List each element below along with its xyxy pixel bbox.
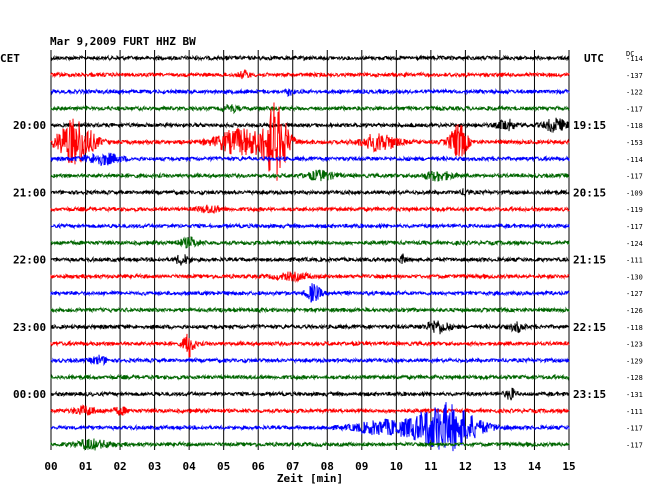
dc-offset-label: -122 (626, 89, 643, 97)
x-tick-label: 01 (79, 460, 93, 473)
dc-offset-label: -153 (626, 139, 643, 147)
dc-offset-label: -111 (626, 408, 643, 416)
dc-offset-label: -137 (626, 72, 643, 80)
left-time-label: 22:00 (13, 254, 46, 267)
trace-row (50, 152, 570, 166)
x-axis-label: Zeit [min] (277, 472, 343, 485)
right-time-label: 19:15 (573, 119, 606, 132)
dc-offset-label: -117 (626, 425, 643, 433)
left-time-label: 23:00 (13, 321, 46, 334)
dc-offset-label: -129 (626, 357, 643, 365)
dc-offset-label: -109 (626, 189, 643, 197)
trace-row (50, 320, 570, 335)
trace-row (50, 253, 570, 266)
right-time-label: 20:15 (573, 186, 606, 199)
left-time-labels: 20:00 21:00 22:00 23:00 00:00 (13, 119, 46, 401)
x-tick-label: 05 (217, 460, 230, 473)
dc-offset-label: -117 (626, 105, 643, 113)
dc-offset-label: -123 (626, 341, 643, 349)
trace-row (50, 306, 570, 314)
trace-row (50, 354, 570, 367)
dc-offset-label: -114 (626, 156, 643, 164)
right-time-label: 23:15 (573, 388, 606, 401)
x-tick-label: 09 (355, 460, 368, 473)
trace-row (50, 104, 570, 115)
x-tick-labels: 00 01 02 03 04 05 06 07 08 09 10 11 12 13 14 15 (44, 460, 575, 473)
x-tick-label: 14 (528, 460, 542, 473)
x-tick-label: 08 (321, 460, 334, 473)
trace-row (50, 188, 570, 197)
trace-row (50, 438, 570, 451)
trace-row (50, 404, 570, 416)
trace-row (50, 169, 570, 182)
dc-offset-label: -117 (626, 223, 643, 231)
trace-row (50, 283, 570, 303)
x-tick-label: 00 (44, 460, 57, 473)
trace-row (50, 271, 570, 284)
trace-row (50, 387, 570, 401)
x-tick-label: 10 (390, 460, 403, 473)
x-tick-label: 06 (252, 460, 266, 473)
trace-row (50, 204, 570, 214)
dc-offset-labels: -114 -137 -122 -117 -118 -153 -114 -117 -109 -119… (626, 55, 643, 449)
x-tick-label: 13 (493, 460, 506, 473)
trace-row (50, 236, 570, 249)
chart-title: Mar 9,2009 FURT HHZ BW (50, 35, 196, 48)
trace-row (50, 102, 570, 181)
x-tick-label: 15 (562, 460, 575, 473)
dc-offset-label: -124 (626, 240, 643, 248)
trace-row (50, 333, 570, 358)
right-time-label: 22:15 (573, 321, 606, 334)
trace-row (50, 373, 570, 381)
dc-offset-label: -118 (626, 324, 643, 332)
trace-row (50, 87, 570, 97)
left-time-label: 20:00 (13, 119, 46, 132)
dc-offset-label: -130 (626, 273, 643, 281)
dc-offset-label: -127 (626, 290, 643, 298)
dc-header: DC (626, 50, 634, 58)
left-time-label: 21:00 (13, 186, 46, 199)
seismic-traces (50, 54, 570, 452)
x-tick-label: 04 (183, 460, 197, 473)
trace-row (50, 54, 570, 62)
right-axis-label: UTC (584, 52, 604, 65)
trace-row (50, 222, 570, 230)
trace-row (50, 402, 570, 452)
dc-offset-label: -131 (626, 391, 643, 399)
x-tick-label: 02 (113, 460, 126, 473)
x-tick-label: 11 (424, 460, 438, 473)
trace-row (50, 117, 570, 133)
dc-offset-label: -111 (626, 257, 643, 265)
left-axis-label: CET (0, 52, 20, 65)
dc-offset-label: -126 (626, 307, 643, 315)
x-tick-label: 07 (286, 460, 299, 473)
time-gridlines (50, 50, 570, 450)
right-time-labels: 19:15 20:15 21:15 22:15 23:15 (573, 119, 606, 401)
x-tick-label: 03 (148, 460, 161, 473)
trace-row (50, 69, 570, 80)
right-time-label: 21:15 (573, 254, 606, 267)
dc-offset-label: -118 (626, 122, 643, 130)
x-tick-label: 12 (459, 460, 472, 473)
left-time-label: 00:00 (13, 388, 46, 401)
dc-offset-label: -119 (626, 206, 643, 214)
dc-offset-label: -128 (626, 374, 643, 382)
dc-offset-label: -117 (626, 173, 643, 181)
dc-offset-label: -114 (626, 55, 643, 63)
dc-offset-label: -117 (626, 441, 643, 449)
